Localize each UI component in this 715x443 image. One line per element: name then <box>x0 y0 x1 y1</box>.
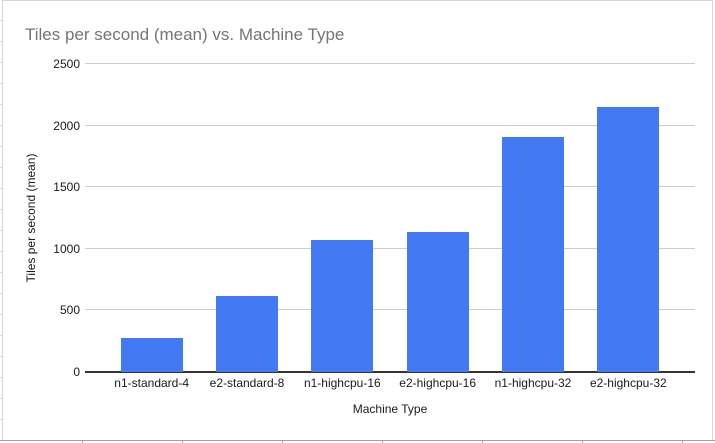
sheet-column-border-tick <box>482 440 483 443</box>
sheet-gridline-bottom <box>0 440 715 441</box>
x-tick-label-n1-standard-4: n1-standard-4 <box>114 376 190 390</box>
x-axis-title: Machine Type <box>352 402 428 416</box>
sheet-row-border-mark <box>0 272 2 273</box>
y-tick-label-0: 0 <box>73 365 80 379</box>
sheet-column-border-tick <box>682 440 683 443</box>
y-axis-title-text: Tiles per second (mean) <box>24 153 38 283</box>
sheet-column-border-tick <box>582 440 583 443</box>
sheet-row-border-mark <box>0 41 2 42</box>
plot-area <box>85 63 695 373</box>
sheet-row-border-mark <box>0 146 2 147</box>
sheet-row-border-mark <box>0 335 2 336</box>
sheet-column-border-tick <box>182 440 183 443</box>
x-tick-label-n1-highcpu-32: n1-highcpu-32 <box>494 376 572 390</box>
gridline-1500 <box>85 186 695 188</box>
bar-e2-standard-8[interactable] <box>216 295 278 372</box>
x-tick-label-e2-standard-8: e2-standard-8 <box>209 376 285 390</box>
sheet-row-border-mark <box>0 209 2 210</box>
sheet-row-border-mark <box>0 188 2 189</box>
y-tick-label-2000: 2000 <box>53 118 80 133</box>
bar-n1-highcpu-16[interactable] <box>311 239 374 372</box>
y-tick-label-1500: 1500 <box>53 180 80 195</box>
sheet-row-border-mark <box>0 167 2 168</box>
x-tick-label-e2-highcpu-32: e2-highcpu-32 <box>589 376 667 390</box>
chart-title: Tiles per second (mean) vs. Machine Type <box>25 25 345 44</box>
sheet-row-border-mark <box>0 314 2 315</box>
sheet-row-border-mark <box>0 83 2 84</box>
sheet-column-border-tick <box>82 440 83 443</box>
gridline-2500 <box>85 63 695 64</box>
sheet-row-border-mark <box>0 230 2 231</box>
sheet-row-border-mark <box>0 419 2 420</box>
gridline-2000 <box>85 124 695 126</box>
bar-n1-standard-4[interactable] <box>120 337 183 372</box>
sheet-row-border-mark <box>0 356 2 357</box>
gridline-1000 <box>85 247 695 249</box>
y-tick-label-1000: 1000 <box>53 241 80 256</box>
y-tick-label-2500: 2500 <box>53 57 80 71</box>
sheet-row-border-mark <box>0 293 2 294</box>
sheet-column-border-tick <box>282 440 283 443</box>
sheet-row-border-mark <box>0 104 2 105</box>
sheet-row-border-mark <box>0 377 2 378</box>
x-tick-label-e2-highcpu-16: e2-highcpu-16 <box>399 376 477 390</box>
sheet-row-border-mark <box>0 20 2 21</box>
sheet-row-border-mark <box>0 398 2 399</box>
sheet-row-border-mark <box>0 62 2 63</box>
sheet-column-border-tick <box>382 440 383 443</box>
sheet-row-border-mark <box>0 125 2 126</box>
sheet-row-border-mark <box>0 251 2 252</box>
bar-e2-highcpu-32[interactable] <box>597 106 660 372</box>
x-tick-label-n1-highcpu-16: n1-highcpu-16 <box>303 376 381 390</box>
y-axis-title: Tiles per second (mean) <box>19 64 43 372</box>
gridline-500 <box>85 309 695 311</box>
bar-n1-highcpu-32[interactable] <box>502 136 564 372</box>
x-axis-line <box>85 371 695 373</box>
bar-e2-highcpu-16[interactable] <box>406 232 469 372</box>
y-tick-label-500: 500 <box>59 303 80 318</box>
